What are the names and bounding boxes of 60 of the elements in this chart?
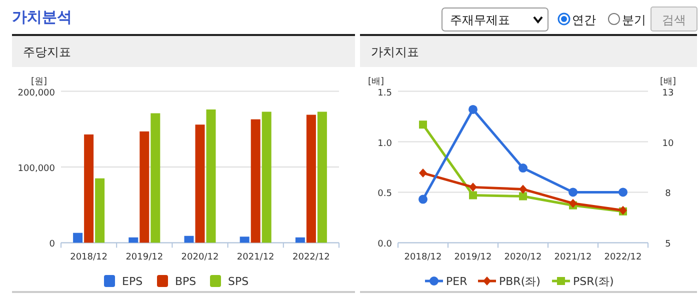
point [518,164,528,173]
bar [84,134,94,243]
bar [295,237,305,243]
header: 가치분석 주재무제표 연간 분기 검색 [12,6,698,32]
bar [317,112,327,243]
legend-label: EPS [122,275,143,288]
point [418,194,428,204]
legend-label: BPS [175,275,196,288]
y-tick-label: 0.5 [378,189,392,200]
bar [195,124,205,243]
chart-title: 주당지표 [23,45,71,59]
bar [140,131,150,243]
bar [206,109,216,243]
bar [95,178,105,243]
y2-tick-label: 10 [662,138,674,149]
point [618,188,628,197]
y-tick-label: 200,000 [18,88,56,98]
x-tick-label: 2022/12 [292,252,330,263]
y2-tick-label: 13 [662,88,674,98]
x-tick-label: 2019/12 [454,252,492,263]
x-tick-label: 2021/12 [554,252,592,263]
legend-label: SPS [228,275,249,288]
bar [262,112,272,243]
y2-axis-title: [배] [660,77,676,87]
x-tick-label: 2018/12 [70,252,108,263]
point [519,192,527,200]
bar [250,119,260,243]
x-tick-label: 2020/12 [181,252,219,263]
point [469,191,477,200]
bar [306,114,316,243]
point [569,198,577,208]
bar [184,236,194,243]
x-tick-label: 2020/12 [504,252,542,263]
bar [150,113,160,243]
y-tick-label: 100,000 [18,164,56,174]
x-tick-label: 2018/12 [404,252,442,263]
y-tick-label: 0.0 [378,240,392,250]
bar [240,236,250,243]
point [469,182,477,192]
chart-title: 가치지표 [371,45,419,59]
x-tick-label: 2022/12 [604,252,642,263]
point [519,184,527,194]
y-tick-label: 0 [49,240,56,250]
point [568,188,578,197]
point [419,168,427,178]
y-axis-title: [배] [368,77,384,87]
legend-label: PER [446,275,468,288]
y2-tick-label: 5 [665,240,671,250]
x-tick-label: 2019/12 [126,252,164,263]
y2-tick-label: 8 [665,189,672,200]
point [419,120,427,129]
y-tick-label: 1.5 [378,88,392,98]
x-tick-label: 2021/12 [236,252,274,263]
point [468,104,478,114]
y-tick-label: 1.0 [378,138,392,149]
y-axis-title: [원] [31,77,48,87]
bar [73,232,83,243]
legend-label: PSR(좌) [573,275,614,288]
bar [128,237,138,243]
legend-label: PBR(좌) [499,275,540,288]
